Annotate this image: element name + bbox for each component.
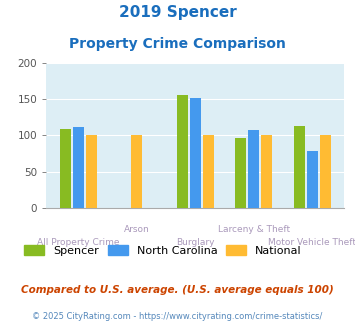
Bar: [60, 129, 71, 208]
Bar: [86, 135, 97, 208]
Bar: [177, 95, 188, 208]
Text: All Property Crime: All Property Crime: [37, 239, 120, 248]
Text: Motor Vehicle Theft: Motor Vehicle Theft: [268, 239, 355, 248]
Bar: [131, 135, 142, 208]
Bar: [190, 98, 201, 208]
Bar: [320, 135, 331, 208]
Text: Property Crime Comparison: Property Crime Comparison: [69, 37, 286, 51]
Text: 2019 Spencer: 2019 Spencer: [119, 5, 236, 20]
Text: Larceny & Theft: Larceny & Theft: [218, 225, 290, 234]
Bar: [235, 138, 246, 208]
Text: Arson: Arson: [124, 225, 150, 234]
Bar: [307, 151, 318, 208]
Bar: [203, 135, 214, 208]
Text: Burglary: Burglary: [176, 239, 214, 248]
Text: © 2025 CityRating.com - https://www.cityrating.com/crime-statistics/: © 2025 CityRating.com - https://www.city…: [32, 312, 323, 321]
Bar: [261, 135, 272, 208]
Bar: [248, 130, 259, 208]
Legend: Spencer, North Carolina, National: Spencer, North Carolina, National: [20, 241, 306, 260]
Bar: [294, 126, 305, 208]
Bar: [73, 127, 84, 208]
Text: Compared to U.S. average. (U.S. average equals 100): Compared to U.S. average. (U.S. average …: [21, 285, 334, 295]
